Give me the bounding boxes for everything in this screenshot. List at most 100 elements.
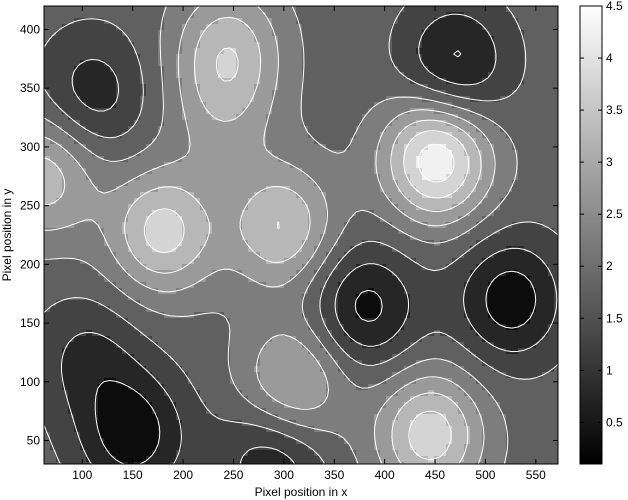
contour-band-cell xyxy=(86,282,93,289)
contour-band-cell xyxy=(440,258,447,265)
contour-band-cell xyxy=(74,54,81,61)
contour-band-cell xyxy=(74,36,81,43)
contour-band-cell xyxy=(320,144,327,151)
contour-band-cell xyxy=(542,18,549,25)
contour-band-cell xyxy=(92,270,99,277)
contour-band-cell xyxy=(518,72,525,79)
contour-band-cell xyxy=(458,48,465,55)
contour-band-cell xyxy=(116,174,123,181)
contour-band-cell xyxy=(272,6,279,13)
contour-band-cell xyxy=(50,300,57,307)
contour-band-cell xyxy=(494,162,501,169)
contour-band-cell xyxy=(278,72,285,79)
contour-band-cell xyxy=(128,198,135,205)
contour-band-cell xyxy=(284,270,291,277)
contour-band-cell xyxy=(458,42,465,49)
contour-band-cell xyxy=(224,348,231,355)
contour-band-cell xyxy=(284,336,291,343)
contour-band-cell xyxy=(296,336,303,343)
contour-band-cell xyxy=(326,186,333,193)
contour-band-cell xyxy=(224,336,231,343)
contour-band-cell xyxy=(494,252,501,259)
contour-band-cell xyxy=(380,78,387,85)
contour-band-cell xyxy=(74,270,81,277)
contour-band-cell xyxy=(80,150,87,157)
contour-band-cell xyxy=(542,204,549,211)
contour-band-cell xyxy=(146,42,153,49)
contour-band-cell xyxy=(176,72,183,79)
contour-band-cell xyxy=(206,18,213,25)
contour-band-cell xyxy=(512,60,519,67)
contour-band-cell xyxy=(200,318,207,325)
contour-band-cell xyxy=(80,204,87,211)
contour-band-cell xyxy=(368,312,375,319)
contour-band-cell xyxy=(470,330,477,337)
contour-band-cell xyxy=(80,246,87,253)
contour-band-cell xyxy=(236,162,243,169)
contour-band-cell xyxy=(416,270,423,277)
contour-band-cell xyxy=(272,12,279,19)
contour-band-cell xyxy=(458,204,465,211)
contour-band-cell xyxy=(512,78,519,85)
contour-band-cell xyxy=(476,264,483,271)
contour-band-cell xyxy=(452,84,459,91)
contour-band-cell xyxy=(236,72,243,79)
contour-band-cell xyxy=(338,96,345,103)
contour-band-cell xyxy=(410,198,417,205)
contour-band-cell xyxy=(80,126,87,133)
contour-band-cell xyxy=(62,198,69,205)
contour-band-cell xyxy=(164,42,171,49)
contour-band-cell xyxy=(194,162,201,169)
contour-band-cell xyxy=(104,198,111,205)
contour-band-cell xyxy=(512,90,519,97)
contour-band-cell xyxy=(452,240,459,247)
contour-band-cell xyxy=(290,36,297,43)
contour-band-cell xyxy=(308,12,315,19)
contour-band-cell xyxy=(326,216,333,223)
contour-band-cell xyxy=(140,48,147,55)
contour-band-cell xyxy=(410,48,417,55)
contour-band-cell xyxy=(440,18,447,25)
contour-band-cell xyxy=(236,156,243,163)
contour-band-cell xyxy=(182,102,189,109)
contour-band-cell xyxy=(530,198,537,205)
contour-band-cell xyxy=(302,108,309,115)
contour-band-cell xyxy=(194,282,201,289)
contour-band-cell xyxy=(272,330,279,337)
contour-band-cell xyxy=(392,132,399,139)
contour-band-cell xyxy=(458,300,465,307)
contour-band-cell xyxy=(134,204,141,211)
contour-band-cell xyxy=(368,222,375,229)
contour-band-cell xyxy=(152,330,159,337)
contour-band-cell xyxy=(416,90,423,97)
contour-band-cell xyxy=(368,114,375,121)
contour-band-cell xyxy=(542,270,549,277)
contour-band-cell xyxy=(314,198,321,205)
contour-band-cell xyxy=(140,264,147,271)
contour-band-cell xyxy=(92,150,99,157)
contour-band-cell xyxy=(518,174,525,181)
contour-band-cell xyxy=(512,36,519,43)
contour-band-cell xyxy=(212,114,219,121)
contour-band-cell xyxy=(338,42,345,49)
contour-band-cell xyxy=(296,132,303,139)
contour-band-cell xyxy=(116,204,123,211)
contour-band-cell xyxy=(434,216,441,223)
contour-band-cell xyxy=(266,246,273,253)
contour-band-cell xyxy=(92,312,99,319)
contour-band-cell xyxy=(86,300,93,307)
contour-band-cell xyxy=(218,18,225,25)
contour-band-cell xyxy=(494,144,501,151)
contour-band-cell xyxy=(50,234,57,241)
contour-band-cell xyxy=(332,216,339,223)
contour-band-cell xyxy=(164,138,171,145)
contour-band-cell xyxy=(170,144,177,151)
contour-band-cell xyxy=(200,210,207,217)
contour-band-cell xyxy=(554,240,558,247)
contour-band-cell xyxy=(164,144,171,151)
contour-band-cell xyxy=(68,174,75,181)
contour-band-cell xyxy=(218,84,225,91)
contour-band-cell xyxy=(302,6,309,13)
contour-band-cell xyxy=(374,270,381,277)
contour-band-cell xyxy=(182,330,189,337)
